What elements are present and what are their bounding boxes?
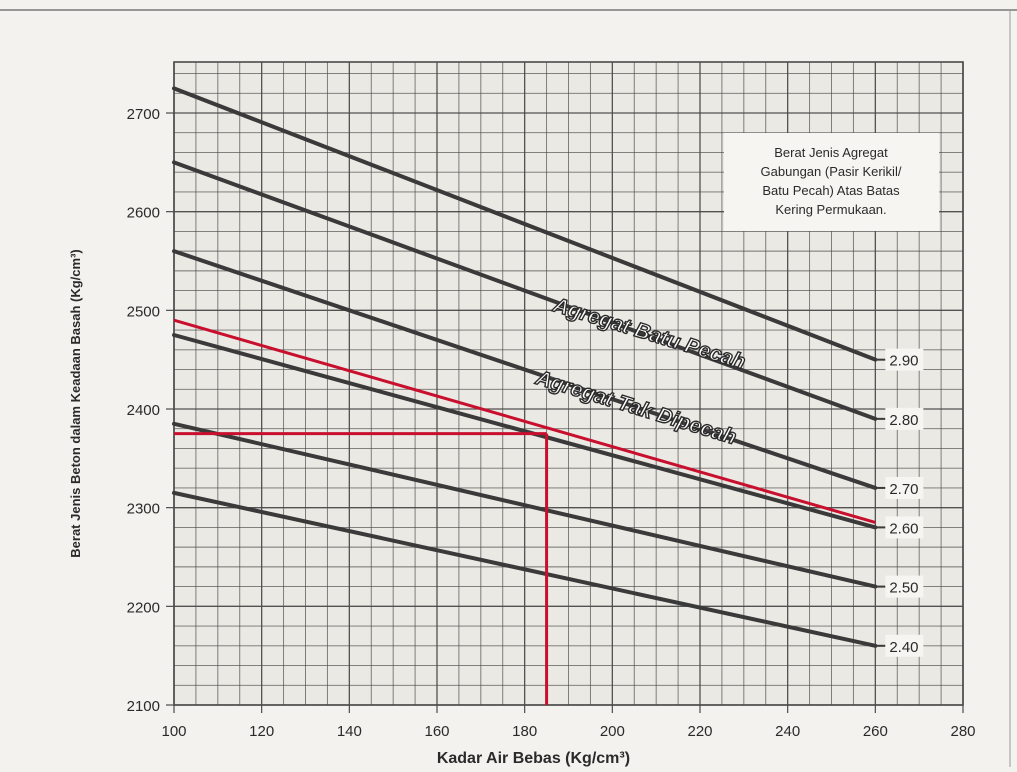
x-tick-label: 160 [424,723,449,740]
x-tick-label: 140 [337,723,362,740]
legend-line: Berat Jenis Agregat [774,145,888,160]
x-tick-label: 200 [600,723,625,740]
x-tick-label: 260 [863,723,888,740]
series-label-bg [885,348,924,371]
y-tick-label: 2600 [127,205,160,222]
legend-line: Kering Permukaan. [775,202,886,217]
series-line-2-90 [172,86,878,362]
x-tick-label: 280 [950,723,975,740]
legend-box: Berat Jenis Agregat Gabungan (Pasir Kerik… [724,133,939,231]
series-line-2-40 [172,490,878,648]
legend-line: Gabungan (Pasir Kerikil/ [761,164,902,179]
series-label: 2.60 [889,520,918,537]
series-line-2-50 [172,421,878,589]
series-line-2-60 [172,333,878,530]
legend-background [724,133,939,231]
series-label: 2.50 [889,580,918,597]
series-label-bg [885,634,924,657]
y-tick-label: 2200 [127,599,160,616]
series-label-bg [885,575,924,598]
grid [173,62,964,706]
y-tick-label: 2300 [127,501,160,518]
x-tick-label: 240 [775,723,800,740]
y-tick-label: 2700 [127,106,160,123]
red-interpolated-line [173,318,876,524]
x-tick-label: 180 [512,723,537,740]
series: 2.90 2.80 2.70 2.60 2.50 2.40 [172,86,924,657]
series-label: 2.70 [889,481,918,498]
series-line-2-70 [172,249,878,490]
x-tick-label: 100 [161,723,186,740]
y-axis: 2100 2200 2300 2400 2500 2600 2700 [127,106,174,715]
x-tick-label: 220 [687,723,712,740]
series-label-bg [885,407,924,430]
y-axis-title: Berat Jenis Beton dalam Keadaan Basah (K… [68,249,83,557]
y-tick-label: 2500 [127,303,160,320]
x-axis-title: Kadar Air Bebas (Kg/cm³) [437,750,630,767]
x-tick-label: 120 [249,723,274,740]
series-label: 2.40 [889,639,918,656]
x-axis: 100 120 140 160 180 200 220 240 260 280 [161,705,976,740]
red-overlay [173,318,876,705]
y-tick-label: 2400 [127,402,160,419]
series-label: 2.90 [889,353,918,370]
series-label-bg [885,476,924,499]
series-label-bg [885,516,924,539]
y-tick-label: 2100 [127,698,160,715]
series-label: 2.80 [889,412,918,429]
legend-line: Batu Pecah) Atas Batas [762,183,900,198]
series-line-2-80 [172,160,878,421]
